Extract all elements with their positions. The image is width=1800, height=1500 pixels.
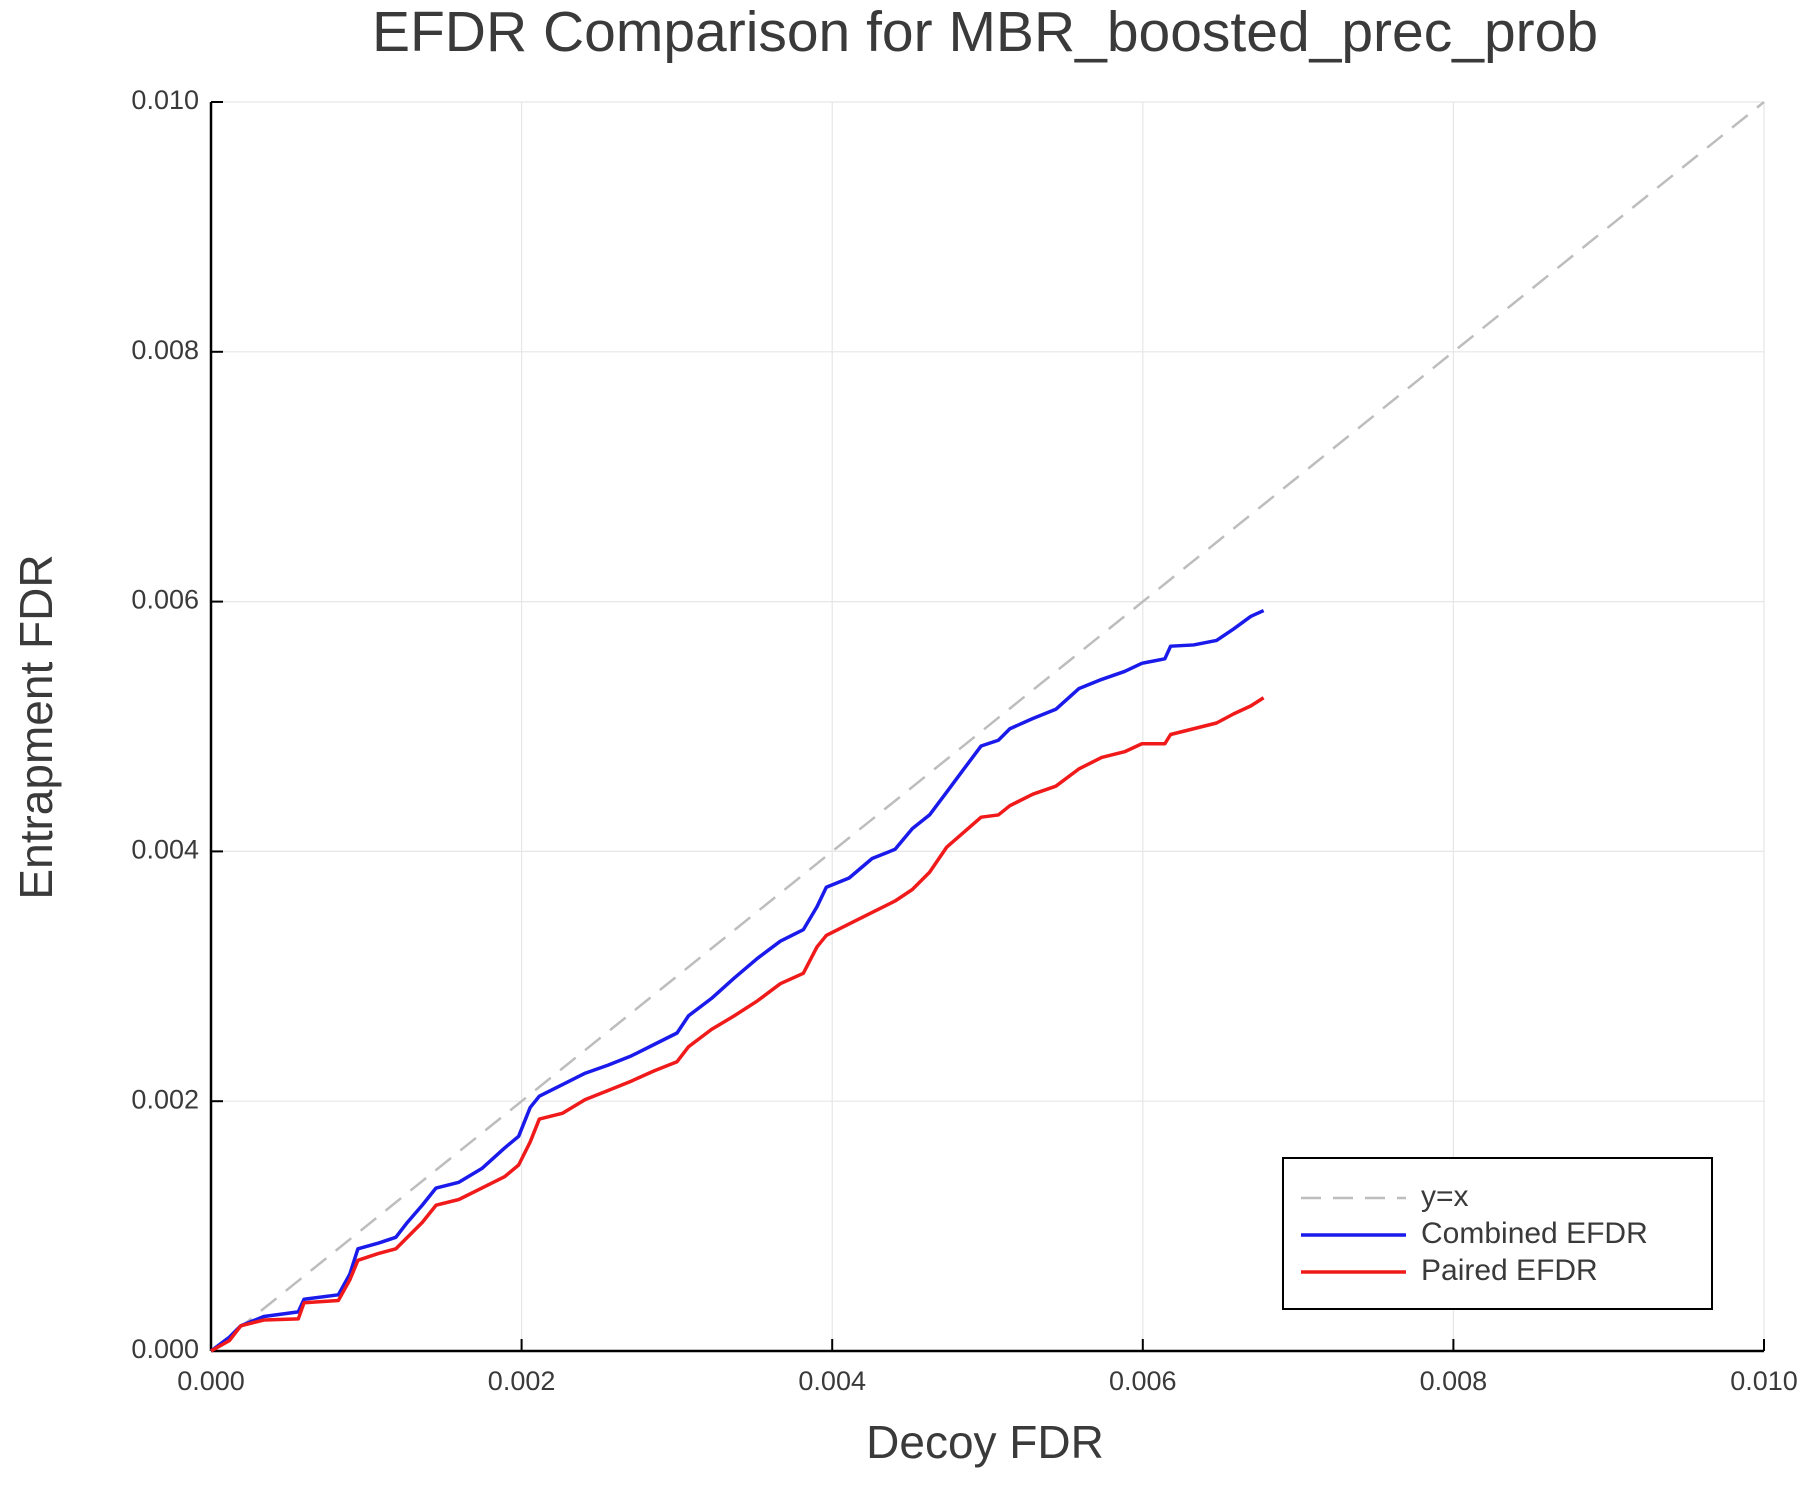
series-line — [209, 608, 1265, 1353]
x-tick-label: 0.008 — [1420, 1366, 1488, 1396]
x-tick-label: 0.004 — [798, 1366, 866, 1396]
series-line — [210, 101, 1765, 1352]
y-tick-label: 0.010 — [131, 85, 199, 115]
x-axis-label: Decoy FDR — [866, 1416, 1104, 1468]
y-tick-label: 0.002 — [131, 1084, 199, 1114]
y-tick-label: 0.004 — [131, 835, 199, 865]
y-tick-label: 0.000 — [131, 1334, 199, 1364]
y-axis-label: Entrapment FDR — [10, 554, 62, 899]
legend-label: y=x — [1421, 1180, 1469, 1213]
legend: y=x Combined EFDR Paired EFDR — [1282, 1157, 1713, 1310]
x-tick-label: 0.006 — [1109, 1366, 1177, 1396]
series-line — [210, 696, 1265, 1353]
legend-label: Combined EFDR — [1421, 1217, 1648, 1250]
x-tick-label: 0.000 — [177, 1366, 245, 1396]
y-tick-label: 0.006 — [131, 585, 199, 615]
x-tick-label: 0.010 — [1730, 1366, 1798, 1396]
legend-label: Paired EFDR — [1421, 1254, 1598, 1287]
x-tick-label: 0.002 — [488, 1366, 556, 1396]
y-tick-label: 0.008 — [131, 335, 199, 365]
chart-title: EFDR Comparison for MBR_boosted_prec_pro… — [372, 0, 1598, 64]
